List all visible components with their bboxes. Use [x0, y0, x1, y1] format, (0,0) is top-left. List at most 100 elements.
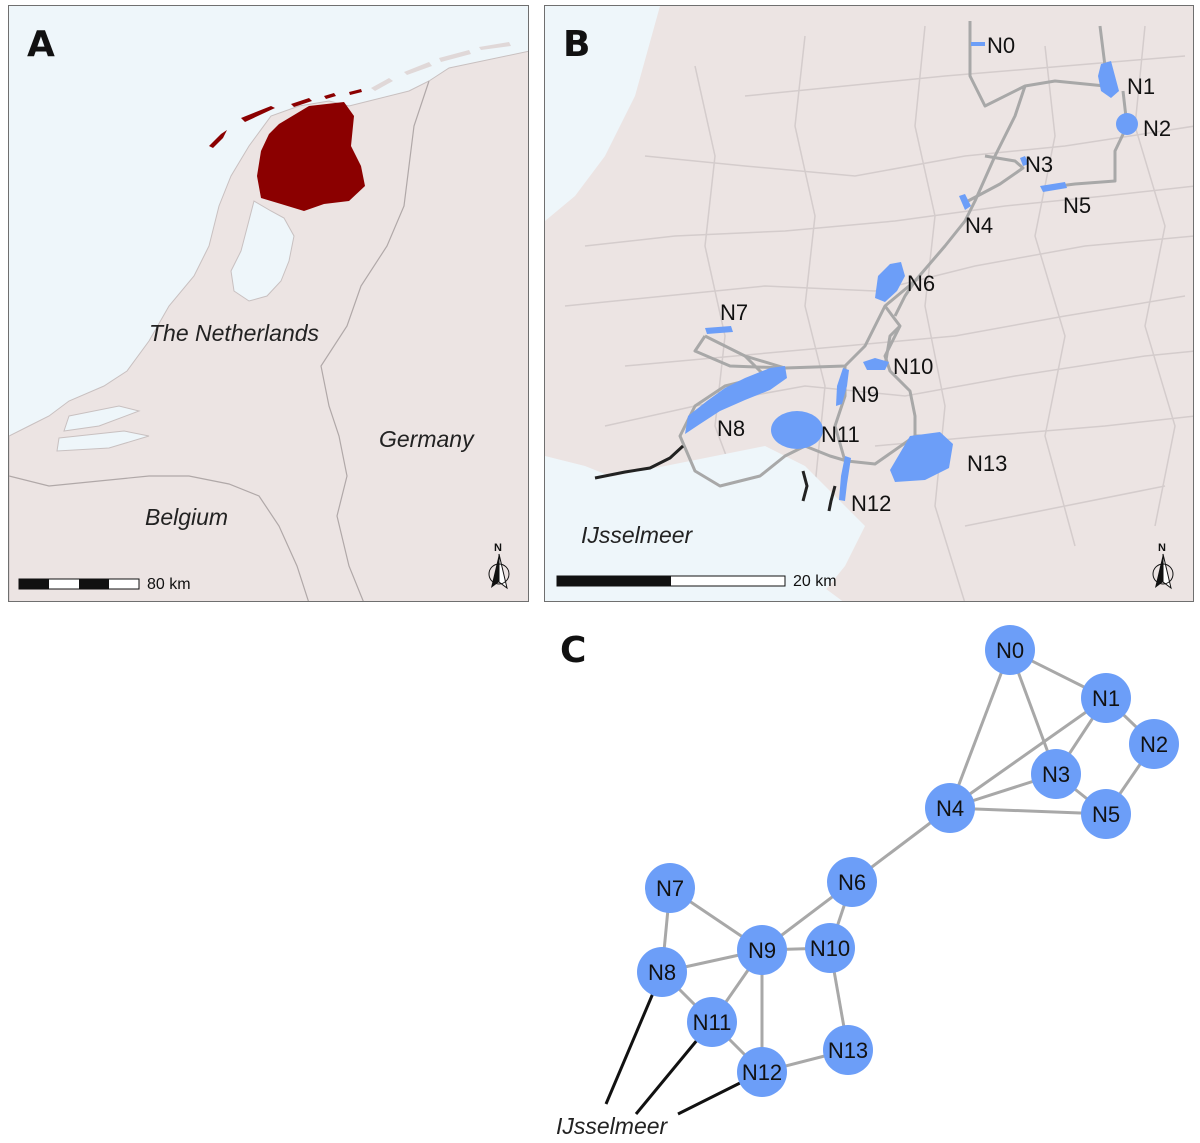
patch-n10: [863, 358, 889, 370]
graph-node-n7: N7: [645, 863, 695, 913]
node-label: N1: [1092, 686, 1120, 711]
node-label: N11: [693, 1010, 732, 1035]
node-label: N8: [648, 960, 676, 985]
panel-a-letter: A: [27, 24, 55, 65]
graph-node-n11: N11: [687, 997, 737, 1047]
map-label-n5: N5: [1063, 193, 1092, 218]
node-circle: [1081, 673, 1131, 723]
germany-label: Germany: [379, 426, 474, 452]
patch-n3: [1020, 156, 1029, 166]
map-panel-a: A The Netherlands Germany Belgium 80 km …: [8, 5, 529, 602]
zeeland-estuaries: [56, 405, 150, 452]
node-circle: [737, 925, 787, 975]
ijsselmeer-graph-label: IJsselmeer: [556, 1113, 668, 1139]
node-circle: [645, 863, 695, 913]
land-mass-b: [545, 6, 1193, 601]
patch-n1: [1098, 61, 1119, 98]
netherlands-label: The Netherlands: [149, 320, 320, 346]
node-circle: [1031, 749, 1081, 799]
wadden-islands: [209, 89, 362, 148]
graph-nodes: N0 N1 N2 N3 N4 N5 N6 N7 N8 N9 N10 N11 N12 N13: [637, 625, 1179, 1097]
friesland-province: [257, 102, 365, 211]
node-label: N7: [656, 876, 684, 901]
node-label: N5: [1092, 802, 1120, 827]
map-label-n4: N4: [965, 213, 994, 238]
node-circle: [827, 857, 877, 907]
graph-node-n9: N9: [737, 925, 787, 975]
patch-n9: [836, 368, 849, 406]
patch-n13: [890, 432, 953, 482]
graph-node-n3: N3: [1031, 749, 1081, 799]
map-label-n7: N7: [720, 300, 749, 325]
land-mass: [9, 50, 528, 601]
graph-node-n5: N5: [1081, 789, 1131, 839]
patch-n5: [1040, 182, 1067, 192]
ijsselmeer-water: [230, 200, 295, 302]
patch-n0: [971, 42, 985, 46]
node-label: N2: [1140, 732, 1168, 757]
friesland-detail-map: [545, 6, 1193, 601]
node-circle: [823, 1025, 873, 1075]
node-label: N6: [838, 870, 866, 895]
node-label: N3: [1042, 762, 1070, 787]
graph-node-n1: N1: [1081, 673, 1131, 723]
node-circle: [687, 997, 737, 1047]
edge-n1-n4: [949, 696, 1107, 810]
patch-n4: [959, 194, 971, 210]
node-circle: [925, 783, 975, 833]
map-label-n12: N12: [851, 491, 892, 516]
map-label-n3: N3: [1025, 152, 1054, 177]
map-label-n8: N8: [717, 416, 746, 441]
network-graph: N0 N1 N2 N3 N4 N5 N6 N7 N8 N9 N10 N11 N12 N13: [604, 625, 1179, 1116]
graph-node-n6: N6: [827, 857, 877, 907]
edge-n0-n4: [948, 649, 1012, 809]
map-label-n9: N9: [851, 382, 880, 407]
graph-node-n8: N8: [637, 947, 687, 997]
patch-n2: [1116, 113, 1138, 135]
habitat-patches: [685, 42, 1138, 501]
graph-node-n2: N2: [1129, 719, 1179, 769]
patch-n11: [771, 411, 823, 449]
map-label-n13: N13: [967, 451, 1008, 476]
scale-label-a: 80 km: [147, 576, 191, 593]
node-label: N0: [996, 638, 1024, 663]
panel-b-letter: B: [563, 24, 591, 65]
graph-node-n12: N12: [737, 1047, 787, 1097]
scale-label-b: 20 km: [793, 573, 837, 590]
north-arrow-icon: [488, 553, 510, 590]
scale-bar: [18, 578, 140, 590]
north-label-a: N: [494, 542, 502, 554]
node-label: N9: [748, 938, 776, 963]
national-borders: [9, 80, 430, 601]
node-circle: [637, 947, 687, 997]
graph-node-n13: N13: [823, 1025, 873, 1075]
node-circle: [1129, 719, 1179, 769]
node-circle: [985, 625, 1035, 675]
map-panel-b: B N0 N1 N2 N3 N4 N5 N6 N7 N8 N9 N10 N11 …: [544, 5, 1194, 602]
node-circle: [805, 923, 855, 973]
patch-n12: [839, 456, 851, 501]
patch-n8: [685, 366, 787, 434]
edge-n4-n5: [949, 806, 1107, 816]
panel-c-letter: C: [560, 630, 587, 671]
patch-n7: [705, 326, 733, 334]
ijsselmeer-barriers: [594, 444, 837, 512]
scale-bar-b: [556, 575, 786, 587]
map-label-n6: N6: [907, 271, 936, 296]
other-islands: [371, 42, 511, 91]
north-label-b: N: [1158, 542, 1166, 554]
north-arrow-icon: [1152, 553, 1174, 590]
graph-node-n10: N10: [805, 923, 855, 973]
graph-edges: [660, 648, 1156, 1074]
node-circle: [737, 1047, 787, 1097]
node-label: N10: [810, 936, 850, 961]
node-circle: [1081, 789, 1131, 839]
ijsselmeer-water-b: [545, 446, 865, 601]
belgium-label: Belgium: [145, 504, 229, 530]
node-label: N4: [936, 796, 964, 821]
graph-node-n4: N4: [925, 783, 975, 833]
map-label-n2: N2: [1143, 116, 1172, 141]
netherlands-overview-map: [9, 42, 528, 601]
wadden-sea-b: [545, 6, 655, 216]
map-label-n0: N0: [987, 33, 1016, 58]
